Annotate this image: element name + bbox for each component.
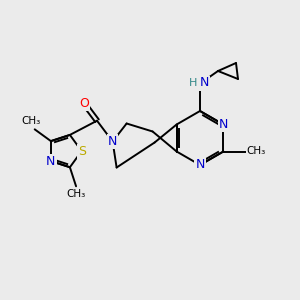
Text: CH₃: CH₃ <box>21 116 40 126</box>
Text: H: H <box>189 78 197 88</box>
Text: CH₃: CH₃ <box>247 146 266 157</box>
Text: N: N <box>46 154 56 168</box>
Text: S: S <box>78 145 86 158</box>
Text: O: O <box>79 97 89 110</box>
Text: N: N <box>219 118 228 131</box>
Text: N: N <box>199 76 209 89</box>
Text: N: N <box>195 158 205 172</box>
Text: N: N <box>108 135 117 148</box>
Text: CH₃: CH₃ <box>66 189 86 199</box>
